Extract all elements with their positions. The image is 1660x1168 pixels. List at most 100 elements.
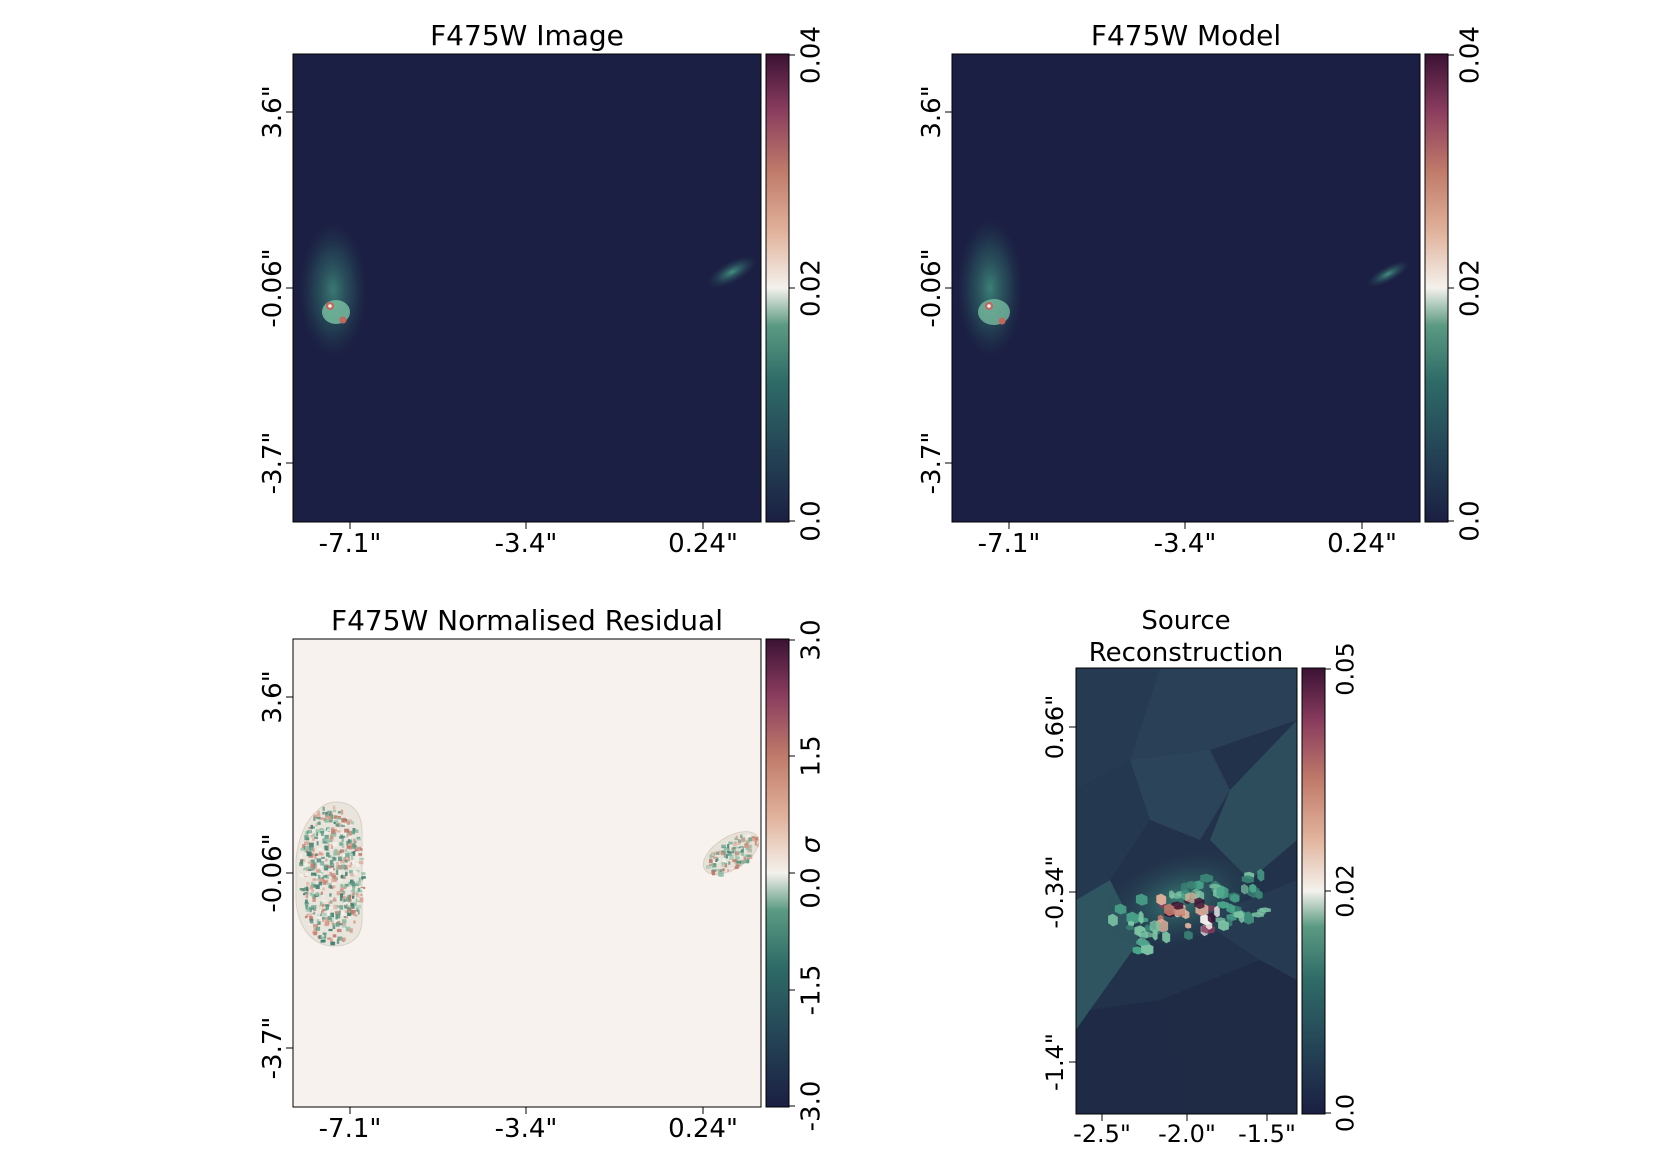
residual-pixel — [338, 878, 343, 882]
y-axis: 3.6" -0.06" -3.7" — [258, 85, 293, 494]
source-pixel — [1194, 897, 1205, 910]
residual-pixel — [316, 841, 319, 846]
residual-pixel — [315, 829, 321, 833]
panel-image: F475W Image -7.1" -3.4" 0.24" 3.6" -0.06… — [258, 19, 826, 559]
residual-pixel — [336, 913, 341, 919]
residual-pixel — [726, 851, 732, 854]
residual-speckles — [706, 834, 760, 877]
residual-pixel — [333, 821, 336, 825]
residual-pixel — [340, 893, 343, 898]
residual-pixel — [333, 897, 336, 900]
residual-pixel — [325, 921, 329, 926]
source-pixel — [1156, 893, 1167, 906]
source-pixel — [1241, 884, 1249, 895]
residual-pixel — [361, 872, 366, 876]
residual-pixel — [300, 859, 303, 864]
y-tick-label: 3.6" — [917, 85, 947, 138]
residual-pixel — [736, 856, 740, 860]
residual-pixel — [356, 869, 360, 873]
residual-pixel — [335, 910, 340, 915]
residual-pixel — [714, 851, 718, 855]
residual-pixel — [345, 883, 349, 887]
residual-pixel — [299, 888, 305, 891]
bright-knot — [987, 304, 991, 308]
colorbar-tick-label: 0.0 — [796, 500, 826, 541]
plot-background — [293, 54, 761, 522]
residual-pixel — [331, 875, 337, 879]
residual-pixel — [361, 876, 366, 879]
residual-pixel — [325, 839, 329, 844]
residual-pixel — [337, 936, 343, 941]
residual-pixel — [355, 911, 358, 915]
x-axis: -7.1" -3.4" 0.24" — [319, 522, 738, 559]
residual-pixel — [340, 911, 345, 916]
residual-pixel — [353, 840, 357, 844]
residual-pixel — [329, 859, 334, 865]
residual-pixel — [320, 861, 325, 866]
residual-pixel — [313, 928, 317, 933]
residual-pixel — [328, 855, 332, 858]
x-tick-label: 0.24" — [668, 529, 738, 559]
source-pixel — [1138, 910, 1144, 925]
residual-pixel — [754, 836, 759, 841]
residual-pixel — [327, 916, 331, 920]
residual-pixel — [347, 903, 351, 909]
residual-pixel — [304, 892, 308, 895]
residual-pixel — [344, 821, 350, 824]
plot-background — [952, 54, 1420, 522]
residual-pixel — [351, 881, 355, 885]
residual-pixel — [353, 829, 359, 833]
residual-pixel — [316, 876, 320, 879]
source-pixel — [1252, 912, 1264, 918]
source-pixel — [1207, 912, 1215, 924]
residual-pixel — [719, 871, 724, 877]
residual-pixel — [324, 845, 328, 850]
residual-pixel — [306, 845, 311, 851]
x-tick-label: -2.5" — [1073, 1120, 1131, 1148]
residual-pixel — [309, 842, 314, 848]
y-tick-label: -0.06" — [258, 248, 288, 327]
residual-pixel — [356, 846, 361, 850]
residual-pixel — [312, 826, 315, 829]
residual-pixel — [736, 848, 741, 852]
residual-pixel — [311, 889, 314, 893]
source-pixel — [1169, 890, 1175, 900]
residual-pixel — [350, 914, 355, 918]
residual-pixel — [715, 861, 719, 864]
residual-pixel — [750, 837, 754, 842]
residual-pixel — [358, 860, 364, 865]
residual-pixel — [341, 838, 344, 843]
residual-pixel — [721, 864, 724, 867]
residual-pixel — [749, 844, 753, 849]
residual-pixel — [348, 838, 350, 844]
residual-pixel — [356, 909, 360, 915]
residual-pixel — [335, 916, 338, 920]
y-tick-label: -0.06" — [258, 833, 288, 912]
residual-pixel — [321, 832, 324, 836]
residual-pixel — [331, 882, 336, 887]
residual-pixel — [315, 873, 318, 877]
residual-pixel — [307, 885, 310, 889]
residual-pixel — [324, 814, 329, 818]
residual-pixel — [336, 830, 341, 833]
residual-pixel — [314, 854, 317, 860]
residual-pixel — [347, 851, 353, 857]
residual-pixel — [320, 939, 326, 943]
source-pixel — [1186, 880, 1197, 890]
residual-pixel — [339, 905, 344, 910]
residual-pixel — [349, 842, 354, 848]
residual-pixel — [303, 863, 309, 868]
bright-knot — [339, 316, 347, 324]
residual-pixel — [321, 903, 325, 907]
residual-pixel — [318, 935, 322, 940]
x-tick-label: -1.5" — [1238, 1120, 1296, 1148]
residual-pixel — [352, 902, 357, 907]
residual-pixel — [306, 830, 309, 835]
residual-pixel — [336, 922, 340, 927]
residual-pixel — [746, 854, 752, 858]
residual-pixel — [312, 833, 316, 837]
source-pixel — [1164, 903, 1175, 917]
residual-pixel — [312, 868, 315, 871]
residual-pixel — [327, 882, 332, 886]
residual-pixel — [721, 850, 727, 853]
